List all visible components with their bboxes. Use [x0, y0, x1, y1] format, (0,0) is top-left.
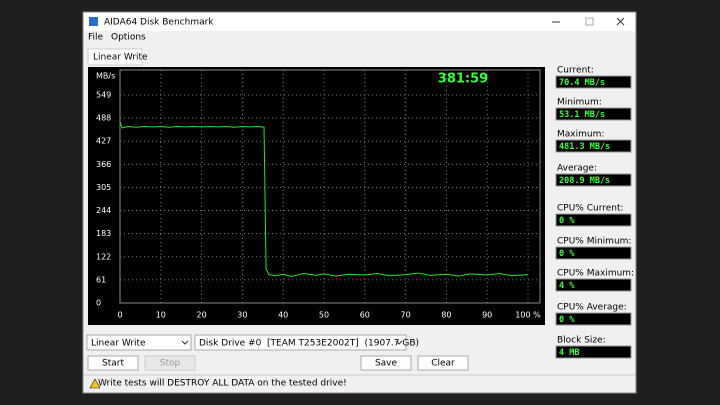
title-bar — [84, 13, 635, 31]
y-tick-label: 244 — [96, 206, 111, 215]
dropdown-arrow — [181, 340, 189, 345]
x-tick-label: 40 — [278, 311, 288, 320]
button-label: Stop — [160, 359, 181, 369]
y-tick-label: 61 — [96, 275, 106, 284]
drive-select-value: Disk Drive #0 [TEAM T253E2002T] (1907.7 … — [199, 339, 419, 349]
stop-button — [144, 355, 196, 371]
tab[interactable] — [87, 48, 143, 66]
close[interactable] — [616, 17, 625, 26]
stat-label: CPU% Average: — [557, 303, 627, 313]
start-button[interactable] — [87, 355, 139, 371]
stat-label: CPU% Minimum: — [557, 237, 631, 247]
y-tick-label: 488 — [96, 114, 111, 123]
stat-value: 0 % — [559, 315, 575, 325]
menu-item[interactable]: Options — [111, 33, 146, 43]
speed-line — [119, 121, 529, 277]
chart-area — [88, 67, 545, 325]
dropdown-arrow — [395, 340, 403, 345]
stat-box — [555, 173, 632, 187]
warning-text: Write tests will DESTROY ALL DATA on the… — [98, 379, 347, 389]
y-tick-label: 427 — [96, 137, 111, 146]
stat-label: Minimum: — [557, 98, 602, 108]
x-tick-label: 30 — [237, 311, 247, 320]
x-tick-label: 80 — [441, 311, 451, 320]
x-tick-label: 100 % — [515, 311, 541, 320]
x-tick-label: 50 — [319, 311, 329, 320]
window-title: AIDA64 Disk Benchmark — [104, 18, 214, 28]
x-tick-label: 0 — [117, 311, 122, 320]
plot-frame — [119, 69, 541, 304]
x-tick-label: 20 — [197, 311, 207, 320]
clear-button[interactable] — [417, 355, 469, 371]
button-label: Start — [102, 359, 124, 369]
stat-box — [555, 345, 632, 359]
stat-value: 53.1 MB/s — [559, 110, 605, 120]
menu-item[interactable]: File — [88, 33, 104, 43]
warning-icon — [89, 378, 101, 389]
stat-value: 4 MB — [559, 348, 579, 358]
stat-box — [555, 213, 632, 227]
y-axis-label: MB/s — [96, 72, 115, 81]
stat-value: 481.3 MB/s — [559, 142, 610, 152]
stat-box — [555, 139, 632, 153]
y-tick-label: 0 — [96, 299, 101, 308]
stat-label: Block Size: — [557, 336, 606, 346]
y-tick-label: 305 — [96, 183, 111, 192]
stat-value: 70.4 MB/s — [559, 78, 605, 88]
x-tick-label: 90 — [482, 311, 492, 320]
stat-box — [555, 75, 632, 89]
stat-label: CPU% Current: — [557, 204, 624, 214]
maximize — [585, 17, 594, 26]
x-tick-label: 10 — [156, 311, 166, 320]
stat-value: 4 % — [559, 281, 575, 291]
stat-label: Current: — [557, 66, 594, 76]
y-tick-label: 549 — [96, 91, 111, 100]
test-select[interactable] — [86, 334, 192, 351]
stat-value: 0 % — [559, 249, 575, 259]
stat-box — [555, 312, 632, 326]
timer: 381:59 — [438, 72, 488, 87]
save-button[interactable] — [360, 355, 412, 371]
stat-label: Average: — [557, 164, 597, 174]
button-label: Clear — [431, 359, 455, 369]
y-tick-label: 366 — [96, 160, 111, 169]
stat-value: 0 % — [559, 216, 575, 226]
y-tick-label: 183 — [96, 229, 111, 238]
y-tick-label: 122 — [96, 252, 111, 261]
x-tick-label: 60 — [360, 311, 370, 320]
app-icon — [89, 17, 98, 26]
stat-box — [555, 107, 632, 121]
x-tick-label: 70 — [401, 311, 411, 320]
stat-label: CPU% Maximum: — [557, 269, 634, 279]
stat-box — [555, 246, 632, 260]
test-select-value: Linear Write — [91, 339, 146, 349]
tab-label: Linear Write — [93, 53, 148, 63]
button-label: Save — [375, 359, 398, 369]
stat-label: Maximum: — [557, 130, 604, 140]
stat-box — [555, 278, 632, 292]
stat-value: 208.9 MB/s — [559, 176, 610, 186]
drive-select[interactable] — [194, 334, 407, 351]
